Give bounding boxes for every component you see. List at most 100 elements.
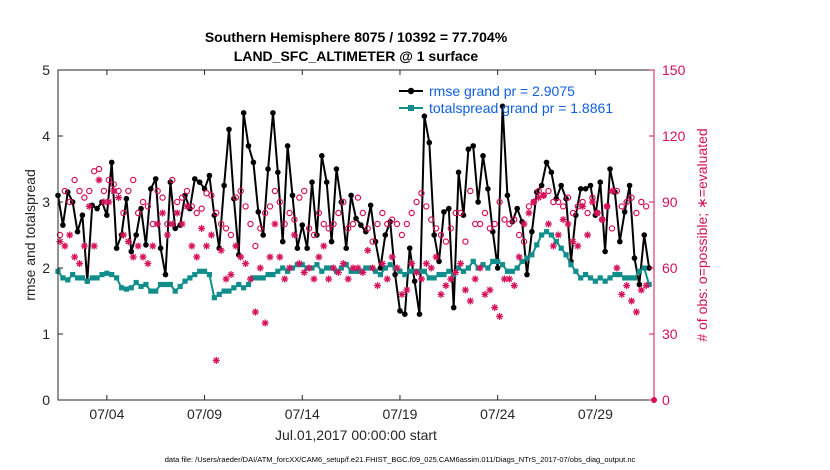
obs-possible-point (388, 216, 396, 223)
obs-evaluated-point (603, 202, 611, 210)
totalspread-point (416, 268, 423, 274)
obs-evaluated-point (193, 253, 201, 261)
rmse-point (343, 245, 350, 251)
rmse-point (333, 166, 340, 172)
totalspread-point (285, 268, 291, 274)
obs-evaluated-point (510, 282, 518, 290)
totalspread-point (260, 275, 266, 281)
obs-possible-point (213, 209, 220, 217)
obs-evaluated-point (584, 231, 592, 239)
obs-evaluated-point (496, 312, 504, 320)
obs-possible-point (315, 209, 323, 217)
rmse-point (617, 238, 623, 245)
totalspread-point (524, 255, 530, 261)
obs-evaluated-point (276, 253, 284, 261)
obs-possible-point (257, 225, 264, 232)
totalspread-point (162, 281, 169, 288)
obs-evaluated-point (613, 264, 621, 272)
obs-evaluated-point (408, 260, 416, 268)
rmse-point (138, 205, 144, 212)
obs-evaluated-point (452, 268, 460, 276)
rmse-point (279, 238, 286, 245)
obs-evaluated-point (237, 253, 245, 261)
totalspread-point (402, 272, 408, 278)
obs-possible-point (305, 225, 313, 232)
obs-possible-point (418, 189, 425, 197)
obs-evaluated-point (442, 282, 450, 290)
obs-possible-point (169, 176, 176, 184)
totalspread-point (597, 275, 603, 281)
obs-evaluated-point (85, 202, 93, 210)
rmse-point (582, 186, 589, 192)
totalspread-point (539, 232, 545, 238)
obs-evaluated-point (623, 282, 631, 290)
obs-evaluated-point (588, 198, 596, 206)
totalspread-point (70, 272, 76, 278)
totalspread-point (441, 272, 447, 278)
totalspread-point (319, 268, 325, 274)
totalspread-point (431, 275, 437, 281)
obs-possible-point (364, 225, 371, 232)
y-tick-label: 2 (42, 260, 50, 276)
rmse-point (260, 232, 266, 238)
totalspread-point (206, 272, 213, 278)
obs-evaluated-point (320, 242, 328, 250)
rmse-point (636, 281, 643, 288)
obs-evaluated-point (530, 198, 538, 206)
data-file-note: data file: /Users/raeder/DAI/ATM_forcXX/… (165, 455, 636, 464)
rmse-point (402, 311, 408, 318)
obs-evaluated-point (80, 242, 88, 250)
rmse-point (406, 245, 413, 251)
obs-possible-point (628, 194, 635, 201)
obs-possible-point (642, 203, 650, 210)
totalspread-point (578, 275, 584, 281)
y-tick-label: 5 (42, 62, 50, 78)
obs-evaluated-point (579, 202, 587, 210)
obs-possible-point (183, 187, 191, 195)
rmse-point (441, 209, 447, 215)
totalspread-point (79, 275, 86, 281)
y-tick-label: 1 (42, 326, 50, 342)
rmse-point (196, 179, 203, 185)
obs-evaluated-point (564, 220, 572, 228)
obs-evaluated-point (417, 275, 425, 283)
rmse-point (631, 255, 638, 261)
obs-possible-point (515, 231, 523, 239)
obs-possible-point (340, 198, 347, 206)
rmse-point (255, 209, 262, 215)
obs-possible-point (369, 238, 376, 245)
obs-evaluated-point (339, 260, 347, 268)
totalspread-point (138, 283, 144, 290)
rmse-point (206, 172, 213, 179)
totalspread-point (60, 275, 66, 281)
totalspread-point (607, 275, 613, 281)
rmse-point (338, 199, 345, 205)
obs-evaluated-point (222, 275, 230, 283)
obs-possible-point (242, 203, 249, 210)
totalspread-point (177, 283, 183, 290)
obs-possible-point (100, 187, 108, 195)
rmse-point (431, 232, 437, 238)
obs-possible-point (437, 231, 445, 239)
obs-possible-point (335, 209, 342, 217)
rmse-point (362, 228, 369, 235)
obs-evaluated-point (559, 216, 567, 224)
obs-possible-point (178, 194, 186, 201)
obs-evaluated-point (129, 253, 137, 261)
totalspread-point (465, 265, 471, 271)
totalspread-point (446, 268, 452, 274)
obs-possible-point (496, 198, 503, 206)
obs-possible-point (139, 198, 147, 206)
obs-evaluated-point (271, 220, 279, 228)
totalspread-point (172, 288, 178, 294)
rmse-point (353, 215, 359, 222)
x-tick-label: 07/29 (578, 406, 613, 422)
totalspread-point (192, 272, 198, 278)
obs-evaluated-point (207, 231, 215, 239)
rmse-point (514, 205, 521, 212)
obs-evaluated-point (134, 242, 142, 250)
totalspread-point (104, 270, 110, 276)
totalspread-point (573, 268, 579, 274)
obs-evaluated-point (569, 238, 577, 246)
